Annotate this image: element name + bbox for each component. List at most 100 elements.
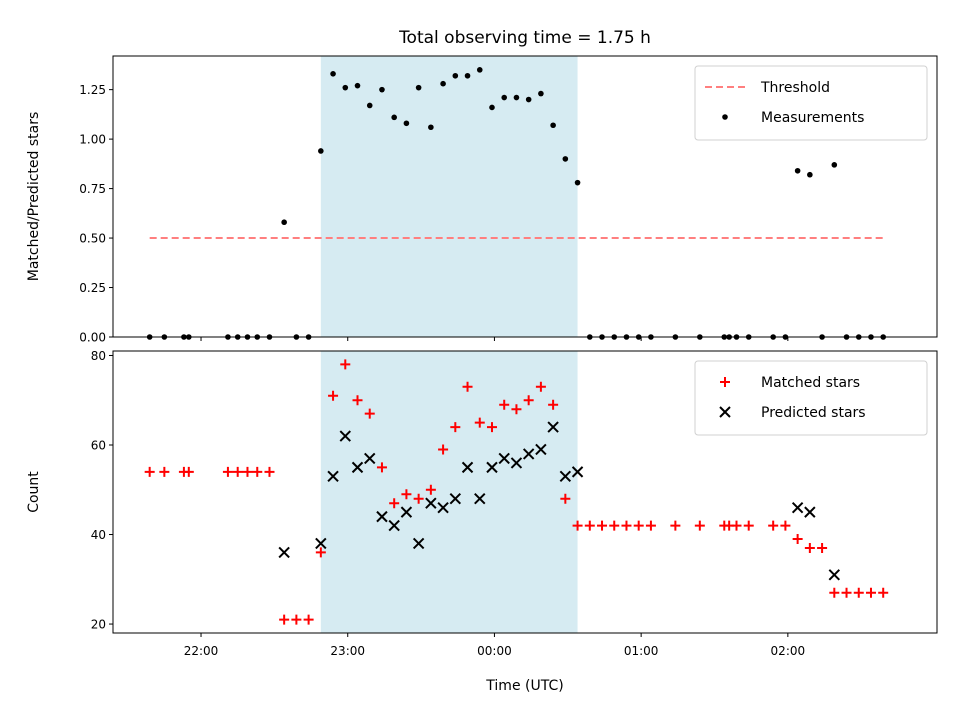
data-point (817, 542, 828, 553)
y-tick-label: 20 (91, 618, 106, 632)
data-point (535, 381, 546, 392)
data-point (498, 452, 510, 465)
data-point (648, 334, 654, 340)
x-tick-label: 22:00 (184, 644, 219, 658)
data-point (670, 520, 681, 531)
data-point (278, 546, 290, 559)
y-tick-label: 1.00 (79, 133, 106, 147)
data-point (146, 334, 153, 340)
x-tick-label: 01:00 (624, 644, 659, 658)
y-tick-label: 0.75 (79, 182, 106, 196)
data-point (318, 148, 324, 154)
data-point (538, 90, 544, 97)
data-point (623, 334, 630, 340)
data-point (743, 520, 754, 531)
chart-panels: 0.00 0.25 0.50 0.75 1.00 1.25 Matched/Predicte… (26, 55, 938, 658)
data-point (327, 470, 339, 483)
data-point (242, 466, 253, 477)
data-point (464, 72, 471, 79)
data-point (388, 519, 400, 532)
data-point (548, 399, 559, 410)
data-point (843, 334, 850, 340)
data-point (161, 334, 168, 340)
data-point (486, 461, 498, 474)
legend-dot-marker (722, 114, 728, 120)
data-point (571, 466, 584, 478)
data-point (181, 334, 187, 340)
y-tick-label: 60 (91, 439, 106, 453)
data-point (342, 84, 349, 91)
data-point (328, 390, 339, 401)
data-point (584, 520, 595, 531)
data-point (452, 72, 459, 79)
legend: Matched stars Predicted stars (694, 360, 928, 436)
data-point (159, 466, 170, 477)
data-point (611, 334, 618, 340)
data-point (829, 587, 840, 598)
data-point (731, 520, 742, 531)
data-point (733, 334, 740, 340)
series-matched-stars (144, 359, 889, 625)
data-point (315, 537, 327, 550)
data-point (510, 457, 523, 469)
panel-count: 20 40 60 80 22:00 23:00 00:00 01:00 02:00 Count Ma… (26, 349, 938, 658)
data-point (389, 498, 400, 509)
data-point (645, 520, 656, 531)
data-point (291, 614, 302, 625)
data-point (499, 399, 510, 410)
legend-label: Matched stars (761, 375, 860, 391)
data-point (281, 219, 287, 226)
data-point (391, 114, 397, 121)
data-point (828, 569, 841, 581)
data-point (185, 334, 192, 340)
y-tick-label: 0.50 (79, 232, 106, 246)
data-point (697, 334, 703, 340)
data-point (525, 96, 532, 103)
series-predicted-stars (278, 421, 841, 581)
legend-x-marker (719, 406, 731, 418)
data-point (694, 520, 705, 531)
data-point (841, 587, 852, 598)
data-point (351, 461, 364, 474)
data-point (768, 520, 779, 531)
data-point (486, 422, 497, 433)
data-point (574, 179, 581, 186)
x-tick-label: 00:00 (477, 644, 512, 658)
data-point (352, 395, 363, 406)
data-point (401, 489, 412, 500)
data-point (489, 104, 495, 111)
data-point (868, 334, 874, 340)
data-point (264, 466, 275, 477)
data-point (364, 452, 376, 465)
data-point (745, 334, 752, 340)
x-axis-label: Time (UTC) (485, 678, 563, 694)
data-point (183, 466, 194, 477)
data-point (440, 80, 446, 87)
data-point (415, 84, 422, 91)
axes-frame (112, 55, 938, 338)
data-point (366, 102, 373, 109)
data-point (831, 162, 838, 168)
legend-label: Measurements (761, 110, 864, 126)
data-point (476, 67, 483, 73)
x-tick-label: 02:00 (771, 644, 806, 658)
observing-window-shade (320, 351, 578, 633)
data-point (364, 408, 375, 419)
y-tick-label: 0.00 (79, 331, 106, 345)
data-point (560, 493, 571, 504)
legend-box (694, 65, 928, 141)
legend-plus-marker (720, 377, 730, 387)
data-point (878, 587, 889, 598)
data-point (339, 430, 351, 442)
legend: Threshold Measurements (694, 65, 928, 141)
y-axis-label: Count (26, 471, 42, 513)
data-point (474, 417, 485, 428)
y-tick-label: 1.25 (79, 83, 106, 97)
data-point (599, 334, 605, 340)
data-point (438, 444, 449, 455)
observing-window-shade (320, 56, 578, 337)
data-point (780, 520, 791, 531)
data-point (330, 71, 336, 77)
data-point (354, 82, 361, 89)
